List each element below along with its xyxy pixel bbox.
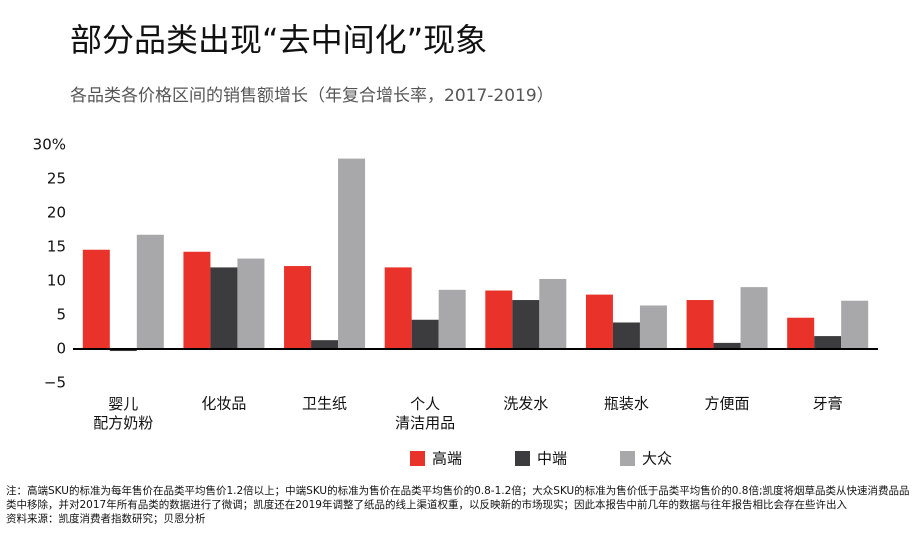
x-tick-label: 瓶装水 [604,395,649,413]
legend-swatch [620,451,635,466]
bar [639,305,667,349]
bar [485,290,513,349]
source: 资料来源：凯度消费者指数研究；贝恩分析 [6,513,206,525]
bar [787,317,815,349]
bar [512,300,540,349]
note: 注：高端SKU的标准为每年售价在品类平均售价1.2倍以上；中端SKU的标准为售价… [6,485,910,511]
x-tick-label: 洗发水 [503,395,548,413]
legend-label: 高端 [432,450,462,468]
legend-swatch [410,451,425,466]
chart-subtitle: 各品类各价格区间的销售额增长（年复合增长率，2017-2019） [70,86,554,106]
x-tick-label: 婴儿配方奶粉 [93,395,153,432]
bar [841,300,869,349]
bar [814,336,842,349]
chart: 部分品类出现“去中间化”现象 各品类各价格区间的销售额增长（年复合增长率，201… [33,21,878,468]
bar [713,342,741,349]
bar [284,266,312,349]
y-tick-label: 30% [33,136,66,154]
y-tick-label: 20 [47,204,66,222]
x-tick-label: 个人清洁用品 [395,395,455,432]
bar [585,294,613,349]
y-tick-label: 10 [47,272,66,290]
notes: 注：高端SKU的标准为每年售价在品类平均售价1.2倍以上；中端SKU的标准为售价… [6,484,918,526]
legend-label: 大众 [642,450,672,468]
x-tick-label: 卫生纸 [302,395,347,413]
y-tick-label: 15 [47,238,66,256]
x-tick-label: 化妆品 [201,395,246,413]
bar [82,249,110,349]
x-tick-label: 牙膏 [813,395,843,413]
bar [311,340,339,349]
legend-swatch [515,451,530,466]
bar [183,251,211,349]
bar [539,278,567,349]
chart-title: 部分品类出现“去中间化”现象 [70,21,487,59]
y-tick-label: 25 [47,170,66,188]
bar [384,267,412,349]
bar [612,322,640,349]
bar [136,234,164,349]
bar [109,349,137,352]
x-tick-label: 方便面 [705,395,750,413]
bar [740,287,768,349]
y-tick-label: −5 [44,374,66,392]
bar [686,300,714,349]
y-tick-label: 0 [56,340,66,358]
bar [411,319,439,349]
bar [237,258,265,349]
legend-label: 中端 [537,450,567,468]
y-tick-label: 5 [56,306,66,324]
bar [210,267,238,349]
bar [338,158,366,349]
bar [438,289,466,349]
